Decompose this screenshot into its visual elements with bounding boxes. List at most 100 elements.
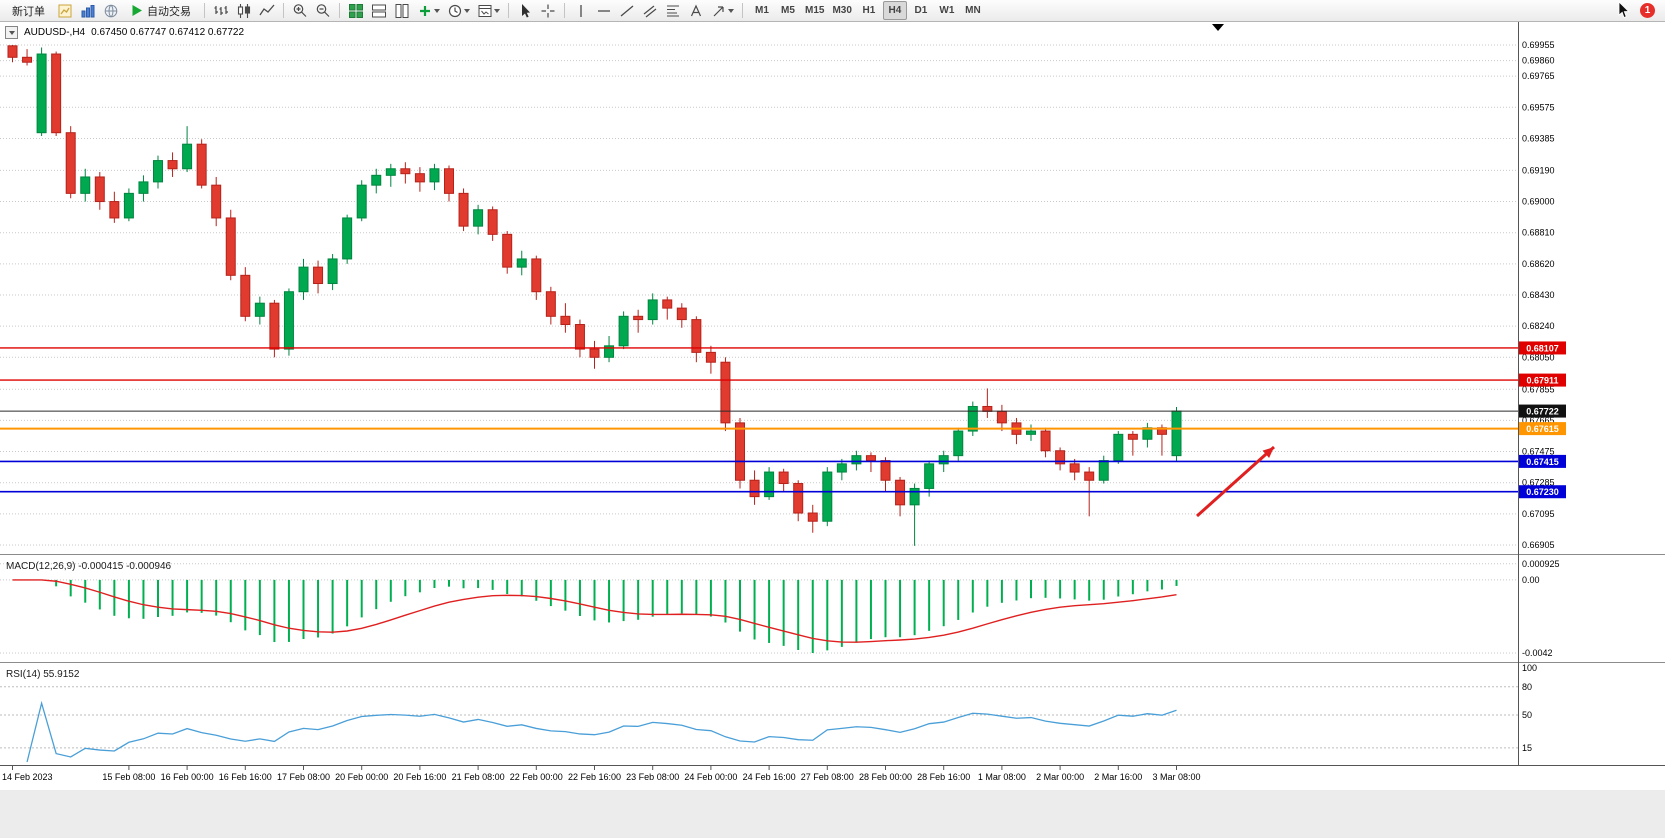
line-chart-icon — [259, 4, 275, 15]
ohlc-values-label: 0.67450 0.67747 0.67412 0.67722 — [91, 27, 245, 38]
timeframe-m15-button[interactable]: M15 — [802, 1, 827, 20]
svg-text:0.67415: 0.67415 — [1526, 457, 1559, 467]
support-line-2[interactable]: 0.67230 — [0, 485, 1566, 499]
zoom-in-icon — [293, 3, 307, 17]
horizontal-line-icon — [598, 9, 610, 12]
svg-text:15: 15 — [1522, 743, 1532, 753]
svg-text:0.000925: 0.000925 — [1522, 559, 1560, 569]
resistance-line-1[interactable]: 0.68107 — [0, 341, 1566, 355]
svg-text:0.69765: 0.69765 — [1522, 71, 1555, 81]
toolbar-separator — [508, 3, 509, 18]
horizontal-line-tool-button[interactable] — [593, 1, 615, 20]
dropdown-caret-icon — [728, 9, 734, 16]
macd-panel[interactable]: 0.000925 0.00 -0.0042 MACD(12,26,9) -0.0004… — [0, 559, 1560, 658]
crosshair-tool-button[interactable] — [537, 1, 559, 20]
arrow-tool-icon — [713, 5, 724, 16]
templates-button[interactable] — [474, 1, 503, 20]
resistance-line-2[interactable]: 0.67911 — [0, 373, 1566, 387]
svg-text:50: 50 — [1522, 710, 1532, 720]
clock-icon — [448, 4, 462, 17]
timeframe-mn-button[interactable]: MN — [961, 1, 985, 20]
timeframe-h1-button[interactable]: H1 — [857, 1, 881, 20]
symbol-info-bar: AUDUSD-,H4 0.67450 0.67747 0.67412 0.677… — [5, 26, 244, 39]
tile-vertical-button[interactable] — [391, 1, 413, 20]
svg-text:3 Mar 08:00: 3 Mar 08:00 — [1152, 772, 1200, 782]
periods-button[interactable] — [444, 1, 473, 20]
svg-text:0.68240: 0.68240 — [1522, 321, 1555, 331]
timeframe-m5-button[interactable]: M5 — [776, 1, 800, 20]
zoom-in-button[interactable] — [289, 1, 311, 20]
community-button[interactable] — [100, 1, 122, 20]
profiles-button[interactable] — [77, 1, 99, 20]
tile-horizontal-icon — [372, 4, 386, 17]
vertical-line-tool-button[interactable] — [570, 1, 592, 20]
svg-text:0.67722: 0.67722 — [1526, 407, 1559, 417]
time-axis[interactable]: 14 Feb 2023 15 Feb 08:00 16 Feb 00:00 16 Fe… — [2, 766, 1201, 782]
svg-text:20 Feb 00:00: 20 Feb 00:00 — [335, 772, 388, 782]
svg-text:-0.0042: -0.0042 — [1522, 648, 1553, 658]
price-axis[interactable]: 0.69955 0.69860 0.69765 0.69575 0.69385 0.691… — [1522, 40, 1555, 550]
toolbar: 新订单 自动交易 — [0, 0, 1665, 22]
new-chart-button[interactable] — [54, 1, 76, 20]
auto-trading-play-icon — [132, 5, 142, 16]
bar-chart-mode-button[interactable] — [210, 1, 232, 20]
timeframe-m1-button[interactable]: M1 — [750, 1, 774, 20]
svg-text:28 Feb 16:00: 28 Feb 16:00 — [917, 772, 970, 782]
dropdown-caret-icon — [464, 9, 470, 16]
svg-text:0.69575: 0.69575 — [1522, 102, 1555, 112]
svg-text:23 Feb 08:00: 23 Feb 08:00 — [626, 772, 679, 782]
svg-text:24 Feb 00:00: 24 Feb 00:00 — [684, 772, 737, 782]
fibonacci-icon — [667, 4, 679, 17]
timeframe-w1-button[interactable]: W1 — [935, 1, 959, 20]
objects-dropdown[interactable] — [5, 26, 18, 39]
channel-tool-button[interactable] — [639, 1, 661, 20]
template-icon — [478, 4, 492, 17]
tile-windows-icon — [349, 3, 363, 18]
chart-area[interactable]: 0.69955 0.69860 0.69765 0.69575 0.69385 0.691… — [0, 22, 1665, 838]
svg-text:21 Feb 08:00: 21 Feb 08:00 — [452, 772, 505, 782]
scroll-position-marker[interactable] — [1212, 24, 1224, 31]
svg-text:0.69955: 0.69955 — [1522, 40, 1555, 50]
current-price-line[interactable]: 0.67722 — [0, 404, 1566, 418]
svg-text:16 Feb 00:00: 16 Feb 00:00 — [161, 772, 214, 782]
timeframe-h4-button[interactable]: H4 — [882, 1, 907, 20]
new-order-button[interactable]: 新订单 — [4, 1, 53, 20]
symbol-period-label: AUDUSD-,H4 — [24, 27, 86, 38]
indicators-button[interactable] — [414, 1, 443, 20]
cursor-tool-button[interactable] — [514, 1, 536, 20]
svg-text:24 Feb 16:00: 24 Feb 16:00 — [743, 772, 796, 782]
dropdown-caret-icon — [434, 9, 440, 16]
candlestick-mode-button[interactable] — [233, 1, 255, 20]
svg-text:22 Feb 00:00: 22 Feb 00:00 — [510, 772, 563, 782]
crosshair-icon — [541, 4, 555, 17]
svg-text:22 Feb 16:00: 22 Feb 16:00 — [568, 772, 621, 782]
arrows-tool-button[interactable] — [708, 1, 737, 20]
support-line-1[interactable]: 0.67415 — [0, 454, 1566, 468]
fibonacci-tool-button[interactable] — [662, 1, 684, 20]
tile-horizontal-button[interactable] — [368, 1, 390, 20]
svg-text:0.68050: 0.68050 — [1522, 352, 1555, 362]
notification-badge[interactable]: 1 — [1640, 3, 1655, 18]
zoom-out-button[interactable] — [312, 1, 334, 20]
globe-icon — [104, 4, 118, 17]
line-chart-mode-button[interactable] — [256, 1, 278, 20]
add-indicator-icon — [420, 5, 430, 16]
pivot-line-orange[interactable]: 0.67615 — [0, 422, 1566, 436]
svg-text:28 Feb 00:00: 28 Feb 00:00 — [859, 772, 912, 782]
candlestick-chart-canvas[interactable]: 0.69955 0.69860 0.69765 0.69575 0.69385 0.691… — [0, 22, 1665, 838]
timeframe-d1-button[interactable]: D1 — [909, 1, 933, 20]
trendline-tool-button[interactable] — [616, 1, 638, 20]
trend-arrow-object[interactable] — [1195, 445, 1276, 518]
svg-text:0.68810: 0.68810 — [1522, 228, 1555, 238]
bar-chart-icon — [214, 5, 228, 15]
timeframe-m30-button[interactable]: M30 — [829, 1, 854, 20]
rsi-panel[interactable]: 100 80 50 15 RSI(14) 55.9152 — [0, 663, 1537, 763]
new-chart-icon — [58, 4, 72, 17]
auto-trading-button[interactable]: 自动交易 — [123, 1, 199, 20]
svg-text:0.67230: 0.67230 — [1526, 487, 1559, 497]
svg-text:16 Feb 16:00: 16 Feb 16:00 — [219, 772, 272, 782]
svg-text:0.68620: 0.68620 — [1522, 259, 1555, 269]
svg-text:17 Feb 08:00: 17 Feb 08:00 — [277, 772, 330, 782]
tile-windows-button[interactable] — [345, 1, 367, 20]
text-tool-button[interactable] — [685, 1, 707, 20]
